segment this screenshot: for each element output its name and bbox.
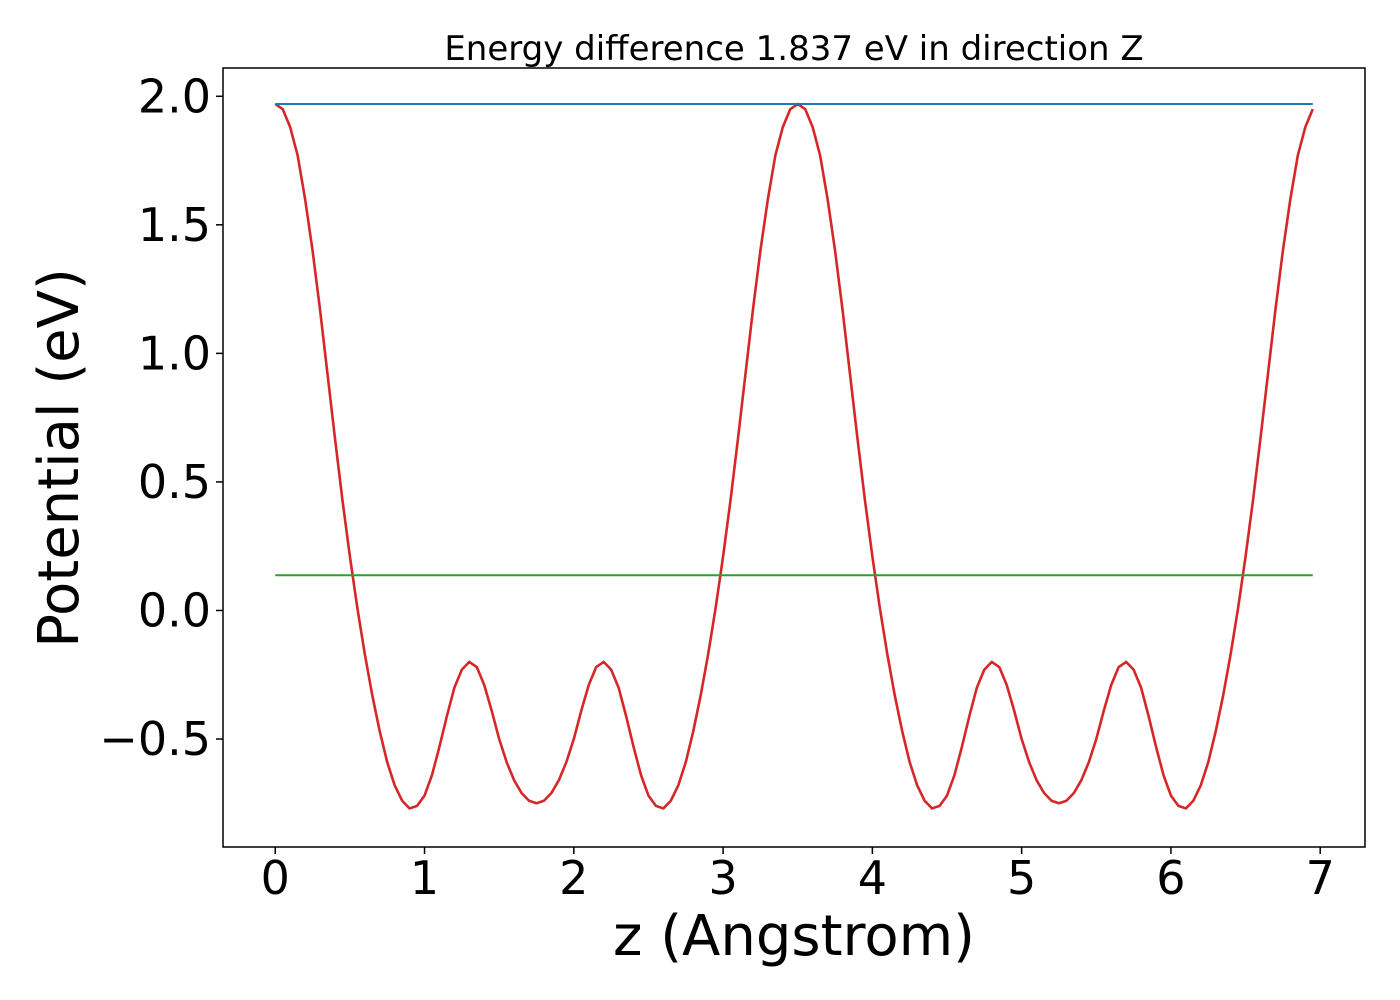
x-tick-label: 5	[1007, 851, 1036, 905]
x-tick-label: 1	[410, 851, 439, 905]
y-tick-label: 1.0	[138, 326, 211, 380]
x-axis: 0 1 2 3 4 5 6 7	[261, 847, 1335, 905]
chart-title: Energy difference 1.837 eV in direction …	[444, 29, 1143, 69]
axes-frame	[222, 67, 1366, 848]
potential-curve	[274, 102, 1314, 810]
x-tick-label: 7	[1306, 851, 1335, 905]
y-axis-label: Potential (eV)	[27, 268, 92, 648]
x-tick-label: 2	[559, 851, 588, 905]
y-tick-label: 0.5	[138, 455, 211, 509]
y-axis: 2.0 1.5 1.0 0.5 0.0 −0.5	[99, 69, 223, 766]
x-tick-label: 3	[708, 851, 737, 905]
y-tick-label: 2.0	[138, 69, 211, 123]
plot-area	[274, 102, 1314, 810]
x-tick-label: 6	[1156, 851, 1185, 905]
y-tick-label: 0.0	[138, 583, 211, 637]
y-tick-label: −0.5	[99, 712, 211, 766]
x-tick-label: 0	[261, 851, 290, 905]
x-tick-label: 4	[858, 851, 887, 905]
y-tick-label: 1.5	[138, 198, 211, 252]
x-axis-label: z (Angstrom)	[613, 904, 975, 969]
